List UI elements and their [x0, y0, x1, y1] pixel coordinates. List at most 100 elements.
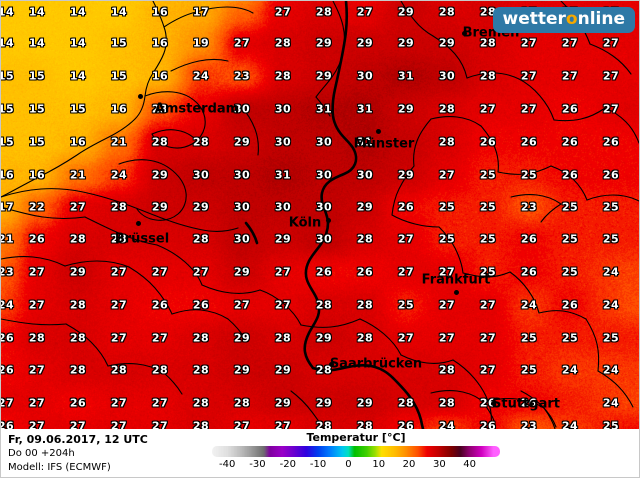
- temperature-value: 31: [356, 102, 374, 116]
- wetteronline-logo[interactable]: wetteronline: [492, 7, 635, 33]
- temperature-value: 27: [28, 419, 46, 430]
- temperature-value: 25: [561, 265, 579, 279]
- temperature-value: 30: [233, 168, 251, 182]
- temperature-value: 28: [69, 232, 87, 246]
- temperature-value: 24: [520, 298, 538, 312]
- temperature-value: 24: [561, 419, 579, 430]
- temperature-value: 27: [602, 69, 620, 83]
- temperature-value: 16: [28, 168, 46, 182]
- temperature-value: 27: [479, 363, 497, 377]
- temperature-value: 28: [315, 363, 333, 377]
- temperature-value: 15: [28, 69, 46, 83]
- temperature-value: 30: [438, 69, 456, 83]
- temperature-value: 27: [151, 331, 169, 345]
- temperature-value: 27: [274, 419, 292, 430]
- temperature-value: 25: [561, 331, 579, 345]
- temperature-value: 24: [602, 396, 620, 410]
- legend-tick: 40: [463, 459, 477, 470]
- temperature-value: 23: [1, 265, 15, 279]
- temperature-value: 26: [479, 396, 497, 410]
- temperature-value: 29: [233, 135, 251, 149]
- temperature-value: 27: [233, 36, 251, 50]
- temperature-value: 27: [28, 363, 46, 377]
- temperature-value: 27: [1, 396, 15, 410]
- city-marker-dot: [326, 218, 331, 223]
- logo-text-accent: o: [565, 9, 578, 29]
- temperature-value: 15: [28, 102, 46, 116]
- temperature-value: 21: [69, 168, 87, 182]
- temperature-value: 14: [1, 5, 15, 19]
- temperature-value: 26: [315, 265, 333, 279]
- temperature-value: 26: [397, 200, 415, 214]
- temperature-value: 26: [602, 168, 620, 182]
- temperature-value: 31: [274, 168, 292, 182]
- temperature-value: 28: [315, 419, 333, 430]
- temperature-value: 29: [233, 265, 251, 279]
- city-marker-dot: [329, 362, 334, 367]
- temperature-value: 28: [151, 135, 169, 149]
- temperature-value: 16: [151, 5, 169, 19]
- temperature-value: 27: [397, 331, 415, 345]
- temperature-value: 28: [110, 200, 128, 214]
- temperature-value: 25: [602, 331, 620, 345]
- temperature-value: 17: [1, 200, 15, 214]
- temperature-value: 19: [192, 36, 210, 50]
- legend-tick: -40: [218, 459, 236, 470]
- temperature-value: 28: [274, 36, 292, 50]
- temperature-value: 24: [192, 69, 210, 83]
- temperature-value: 27: [561, 69, 579, 83]
- temperature-value: 28: [151, 363, 169, 377]
- temperature-value: 16: [110, 102, 128, 116]
- temperature-value: 29: [192, 200, 210, 214]
- legend-tick: -30: [249, 459, 266, 470]
- temperature-value: 30: [315, 232, 333, 246]
- temperature-value: 28: [315, 298, 333, 312]
- temperature-value: 14: [28, 5, 46, 19]
- temperature-value: 25: [520, 168, 538, 182]
- temperature-value: 27: [479, 331, 497, 345]
- temperature-value: 28: [192, 363, 210, 377]
- temperature-value: 28: [192, 396, 210, 410]
- temperature-value: 17: [192, 5, 210, 19]
- temperature-value: 27: [602, 102, 620, 116]
- temperature-value: 15: [69, 102, 87, 116]
- temperature-value: 23: [520, 200, 538, 214]
- temperature-value: 26: [520, 232, 538, 246]
- temperature-value: 27: [233, 298, 251, 312]
- temperature-value: 27: [520, 69, 538, 83]
- temperature-value: 21: [110, 135, 128, 149]
- temperature-value: 27: [274, 5, 292, 19]
- temperature-value: 26: [561, 298, 579, 312]
- temperature-value: 22: [28, 200, 46, 214]
- forecast-date: Fr, 09.06.2017, 12 UTC: [8, 433, 148, 446]
- temperature-value: 30: [274, 200, 292, 214]
- temperature-value: 29: [274, 232, 292, 246]
- temperature-value: 28: [192, 232, 210, 246]
- temperature-value: 29: [151, 168, 169, 182]
- temperature-value: 29: [397, 102, 415, 116]
- temperature-value: 16: [69, 135, 87, 149]
- city-marker-dot: [491, 401, 496, 406]
- temperature-value: 27: [397, 232, 415, 246]
- temperature-value: 29: [397, 36, 415, 50]
- temperature-value: 24: [602, 363, 620, 377]
- temperature-value: 27: [110, 265, 128, 279]
- temperature-value: 29: [69, 265, 87, 279]
- temperature-value: 25: [561, 232, 579, 246]
- temperature-value: 27: [28, 396, 46, 410]
- temperature-map[interactable]: 14 14 14 14 16 17 27 28 27 29 28 28 27 27 27 14 14 14 15 16…: [1, 1, 639, 430]
- temperature-value: 26: [28, 232, 46, 246]
- legend-tick: 20: [402, 459, 416, 470]
- temperature-legend: Temperatur [°C] -40 -30 -20 -10 0 10 20 30 40: [206, 431, 506, 477]
- temperature-value: 27: [110, 396, 128, 410]
- temperature-value: 26: [356, 265, 374, 279]
- temperature-value: 29: [274, 396, 292, 410]
- temperature-value: 24: [1, 298, 15, 312]
- temperature-value: 31: [397, 69, 415, 83]
- temperature-value: 15: [28, 135, 46, 149]
- temperature-value: 28: [479, 69, 497, 83]
- temperature-value: 29: [397, 5, 415, 19]
- temperature-value: 25: [561, 200, 579, 214]
- temperature-value: 29: [315, 36, 333, 50]
- temperature-value: 30: [315, 135, 333, 149]
